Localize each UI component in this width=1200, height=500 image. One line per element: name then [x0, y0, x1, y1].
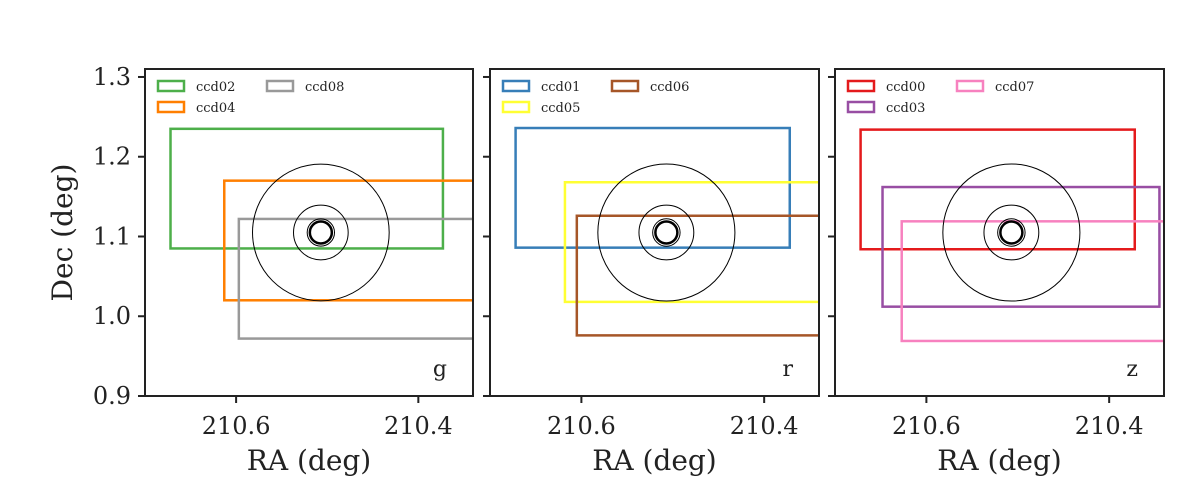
target-circle-1 — [293, 204, 349, 261]
target-marker — [308, 220, 334, 245]
legend-swatch-ccd03 — [846, 100, 876, 114]
ccd-footprint-ccd04 — [223, 179, 473, 302]
y-tick-label: 1.3 — [93, 63, 131, 91]
legend: ccd02 ccd04 ccd08 — [156, 79, 344, 116]
legend: ccd00 ccd03 ccd07 — [846, 79, 1034, 116]
legend-label-ccd05: ccd05 — [541, 101, 580, 116]
target-circle-0 — [652, 218, 681, 247]
ccd-footprint-ccd07 — [900, 220, 1164, 343]
x-axis-label: RA (deg) — [592, 444, 716, 477]
target-marker — [999, 220, 1024, 245]
band-label: r — [782, 357, 793, 382]
legend-label-ccd08: ccd08 — [305, 80, 344, 95]
target-circle-2 — [597, 163, 736, 302]
axes-frame — [834, 68, 1165, 397]
y-tick-label: 1.1 — [93, 222, 131, 250]
legend: ccd01 ccd05 ccd06 — [501, 79, 689, 116]
y-axis-label: Dec (deg) — [46, 164, 79, 302]
legend-swatch-ccd04 — [156, 100, 186, 114]
x-tick-label: 210.4 — [1075, 412, 1144, 440]
legend-label-ccd02: ccd02 — [196, 80, 235, 95]
panel-r: 210.6 210.4 RA (deg) r ccd01 ccd05 ccd06 — [483, 68, 820, 477]
ccd-footprint-ccd00 — [859, 128, 1137, 251]
panel-g: 210.6 210.4 0.9 1.0 1.1 1.2 1.3 RA (deg) Dec (de… — [46, 63, 474, 477]
x-tick-label: 210.6 — [547, 412, 616, 440]
ccd-footprint-ccd08 — [237, 217, 473, 340]
legend-swatch-ccd05 — [501, 100, 531, 114]
panel-z: 210.6 210.4 RA (deg) z ccd00 ccd03 ccd07 — [828, 68, 1165, 477]
legend-label-ccd06: ccd06 — [650, 80, 689, 95]
plot-area — [169, 127, 473, 340]
legend-label-ccd07: ccd07 — [995, 80, 1034, 95]
x-tick-label: 210.4 — [730, 412, 799, 440]
target-circle-2 — [252, 163, 390, 302]
legend-swatch-ccd02 — [156, 79, 186, 93]
legend-swatch-ccd00 — [846, 79, 876, 93]
y-tick-label: 0.9 — [93, 382, 131, 410]
y-tick-label: 1.0 — [93, 302, 131, 330]
ccd-footprint-ccd05 — [563, 181, 819, 304]
ccd-footprint-ccd03 — [881, 185, 1161, 308]
axes-frame — [144, 68, 474, 397]
target-circle-2 — [942, 163, 1081, 302]
x-axis-label: RA (deg) — [247, 444, 371, 477]
legend-label-ccd01: ccd01 — [541, 80, 580, 95]
ccd-footprint-ccd02 — [169, 127, 445, 250]
legend-label-ccd04: ccd04 — [196, 101, 235, 116]
x-tick-label: 210.4 — [384, 412, 453, 440]
x-axis-label: RA (deg) — [937, 444, 1061, 477]
ccd-footprint-ccd01 — [514, 126, 792, 249]
x-tick-label: 210.6 — [202, 412, 271, 440]
target-circle-1 — [638, 204, 695, 261]
y-tick-label: 1.2 — [93, 143, 131, 171]
legend-swatch-ccd08 — [265, 79, 295, 93]
legend-label-ccd00: ccd00 — [886, 80, 925, 95]
legend-swatch-ccd07 — [955, 79, 985, 93]
axes-frame — [489, 68, 820, 397]
legend-label-ccd03: ccd03 — [886, 101, 925, 116]
target-circle-0 — [997, 218, 1026, 247]
plot-area — [514, 126, 819, 337]
ccd-footprint-ccd06 — [575, 214, 819, 337]
target-circle-0 — [306, 218, 336, 247]
x-tick-label: 210.6 — [892, 412, 961, 440]
band-label: g — [433, 357, 447, 382]
legend-swatch-ccd06 — [610, 79, 640, 93]
band-label: z — [1126, 357, 1138, 382]
target-marker — [654, 220, 679, 245]
legend-swatch-ccd01 — [501, 79, 531, 93]
plot-area — [859, 128, 1164, 343]
target-circle-1 — [983, 204, 1040, 261]
